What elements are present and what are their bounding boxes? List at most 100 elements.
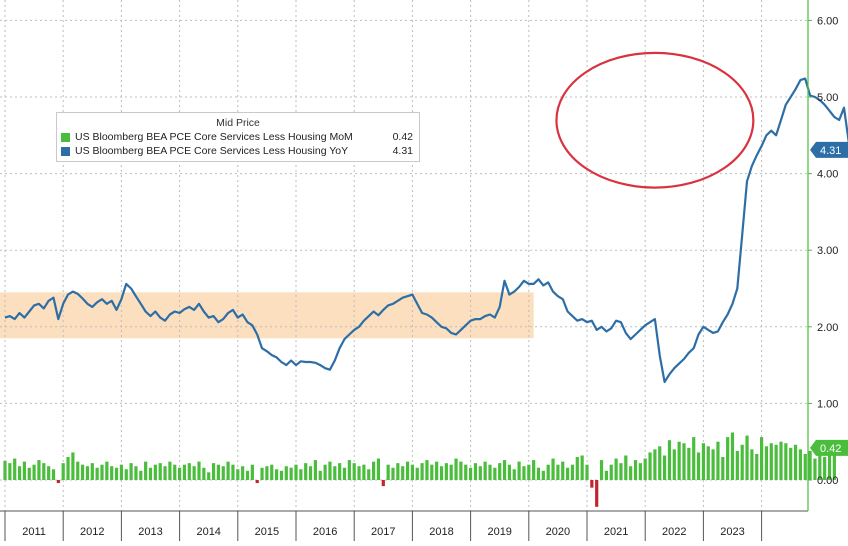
mom-bar (502, 460, 507, 480)
mom-bar (692, 437, 696, 480)
mom-bar (47, 466, 51, 480)
mom-bar (158, 463, 162, 480)
mom-bar (808, 450, 812, 480)
mom-bar (667, 440, 672, 480)
mom-bar (236, 469, 240, 480)
x-tick-label: 2013 (138, 526, 162, 538)
mom-bar (566, 467, 570, 480)
legend-swatch-mom (61, 132, 70, 142)
mom-bar (580, 455, 584, 480)
mom-bar (687, 447, 691, 480)
x-tick-label: 2021 (604, 526, 628, 538)
y-tick-label: 5.00 (817, 92, 838, 104)
legend-label-yoy: US Bloomberg BEA PCE Core Services Less … (75, 145, 349, 157)
mom-bar (430, 464, 434, 480)
mom-bar (663, 455, 667, 480)
y-tick-label: 0.00 (817, 475, 838, 487)
annotation-layer (555, 51, 755, 189)
mom-bar (730, 432, 735, 480)
mom-bar (760, 437, 764, 480)
mom-bar (37, 460, 41, 480)
mom-bar (575, 457, 579, 480)
mom-bar (270, 464, 274, 480)
shaded-band-layer (0, 292, 534, 339)
mom-bar (435, 461, 439, 480)
mom-bar (372, 461, 376, 480)
mom-bar (289, 467, 293, 480)
mom-bar (527, 464, 531, 480)
mom-bar (90, 463, 94, 480)
mom-bar (22, 461, 26, 480)
x-tick-label: 2019 (487, 526, 511, 538)
mom-bar (134, 466, 138, 480)
mom-bar (338, 463, 342, 480)
mom-bar (541, 470, 545, 480)
mom-bar (439, 466, 444, 480)
mom-bar (464, 464, 468, 480)
legend: Mid Price US Bloomberg BEA PCE Core Serv… (56, 112, 420, 162)
mom-bars-layer (3, 432, 836, 507)
mom-bar (105, 461, 109, 480)
mom-bar (517, 461, 521, 480)
y-tick-label: 4.00 (817, 169, 838, 181)
mom-bar (629, 466, 633, 480)
x-tick-label: 2015 (255, 526, 279, 538)
mom-bar (294, 464, 298, 480)
mom-bar (740, 444, 744, 480)
legend-entry-mom: US Bloomberg BEA PCE Core Services Less … (61, 131, 419, 143)
x-tick-label: 2011 (22, 526, 46, 538)
mom-bar (362, 464, 366, 480)
mom-bar (323, 464, 327, 480)
mom-bar (250, 464, 254, 480)
mom-bar (493, 467, 497, 480)
mom-bar (750, 449, 754, 480)
mom-bar (677, 441, 681, 480)
mom-bar (342, 467, 347, 480)
mom-bar (425, 460, 429, 480)
mom-bar (726, 437, 730, 480)
x-tick-label: 2020 (546, 526, 570, 538)
mom-bar (13, 458, 17, 480)
legend-entry-yoy: US Bloomberg BEA PCE Core Services Less … (61, 145, 419, 157)
mom-last-value-tag-text: 0.42 (820, 443, 841, 455)
mom-bar (71, 452, 75, 480)
mom-bar (590, 480, 594, 488)
mom-bar (793, 444, 798, 480)
mom-bar (789, 447, 793, 480)
mom-bar (764, 446, 769, 480)
mom-bar (415, 467, 419, 480)
mom-bar (396, 463, 400, 480)
x-tick-label: 2016 (313, 526, 337, 538)
x-tick-label: 2023 (720, 526, 744, 538)
mom-bar (449, 464, 453, 480)
mom-bar (216, 464, 220, 480)
mom-bar (595, 480, 599, 507)
mom-bar (546, 464, 550, 480)
mom-bar (832, 447, 836, 480)
shaded-band (0, 292, 534, 339)
mom-bar (648, 452, 652, 480)
mom-bar (173, 464, 177, 480)
mom-bar (779, 441, 783, 480)
mom-bar (66, 457, 70, 480)
mom-bar (784, 443, 788, 480)
x-tick-label: 2017 (371, 526, 395, 538)
mom-bar (333, 466, 337, 480)
mom-last-value-tag (810, 439, 848, 456)
mom-bar (604, 470, 608, 480)
highlight-ellipse (555, 51, 755, 189)
mom-bar (682, 443, 686, 480)
y-tick-label: 2.00 (817, 322, 838, 334)
legend-value-yoy: 4.31 (392, 145, 413, 157)
mom-bar (308, 466, 313, 480)
mom-bar (624, 455, 628, 480)
mom-bar (410, 464, 414, 480)
mom-bar (110, 466, 114, 480)
mom-bar (17, 466, 22, 480)
mom-bar (32, 464, 36, 480)
mom-bar (614, 458, 618, 480)
mom-bar (585, 464, 589, 480)
mom-bar (51, 469, 56, 480)
